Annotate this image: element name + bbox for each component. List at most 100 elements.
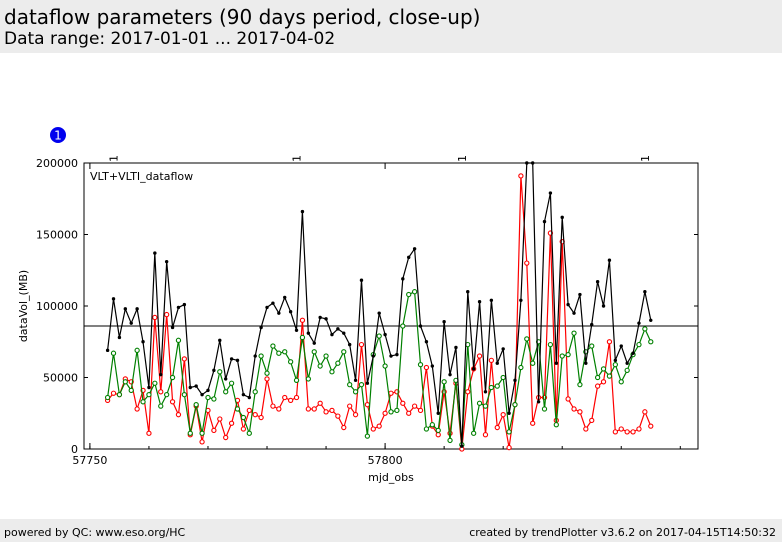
data-point <box>625 361 629 365</box>
data-point <box>553 422 559 428</box>
data-point <box>305 406 311 412</box>
data-point <box>619 344 623 348</box>
data-point <box>147 385 151 390</box>
data-point <box>311 406 317 412</box>
data-point <box>181 356 188 362</box>
x-tick-label: 57800 <box>368 454 403 467</box>
data-point <box>370 426 376 432</box>
data-point <box>406 410 412 416</box>
data-point <box>524 260 530 266</box>
data-point <box>430 364 435 368</box>
data-point <box>229 357 234 361</box>
data-point <box>170 325 175 330</box>
data-point <box>217 416 223 422</box>
data-point <box>270 343 276 349</box>
data-point <box>560 215 564 220</box>
data-point <box>411 289 418 295</box>
data-point <box>169 374 176 381</box>
data-point <box>123 307 128 311</box>
data-point <box>329 407 335 414</box>
data-point <box>104 394 111 401</box>
data-point <box>276 406 282 412</box>
data-point <box>448 372 452 377</box>
data-point <box>500 412 506 418</box>
data-point <box>601 304 606 308</box>
data-point <box>482 403 489 409</box>
data-point <box>288 310 293 314</box>
data-point <box>287 359 294 365</box>
data-point <box>507 411 511 415</box>
data-point <box>624 367 630 373</box>
data-point <box>613 358 618 363</box>
data-point <box>258 414 264 421</box>
data-point <box>323 353 329 359</box>
data-point <box>264 370 270 376</box>
data-point <box>495 361 499 365</box>
data-point <box>383 332 387 337</box>
y-axis-label: dataVol_(MB) <box>17 270 30 342</box>
data-point <box>600 366 607 372</box>
data-point <box>388 390 394 396</box>
data-point <box>612 361 618 368</box>
data-point <box>566 302 570 307</box>
data-point <box>259 325 263 330</box>
data-point <box>122 379 128 385</box>
data-point <box>129 321 133 325</box>
data-point <box>347 403 353 409</box>
data-point <box>447 437 453 444</box>
data-point <box>352 389 359 395</box>
data-point <box>235 358 240 363</box>
data-point <box>506 444 512 451</box>
data-point <box>364 433 371 439</box>
data-point <box>589 343 595 349</box>
data-point <box>577 409 583 415</box>
data-point <box>518 364 524 371</box>
data-point <box>342 331 346 335</box>
data-point <box>412 247 417 251</box>
data-point <box>630 429 636 435</box>
y-tick-label: 50000 <box>43 372 78 385</box>
data-point <box>494 383 500 389</box>
data-point <box>240 414 247 421</box>
data-point <box>282 349 288 355</box>
data-point <box>594 383 601 389</box>
data-point <box>642 409 648 415</box>
data-point <box>542 219 547 224</box>
x-tick-label: 57750 <box>72 454 107 467</box>
data-point <box>211 427 217 434</box>
data-point <box>270 403 276 409</box>
data-point <box>294 328 299 333</box>
data-point <box>169 399 176 405</box>
data-point <box>417 361 424 368</box>
data-point <box>247 395 252 400</box>
data-point <box>111 297 116 301</box>
data-point <box>406 291 412 298</box>
data-point <box>206 388 210 393</box>
data-point <box>435 427 441 434</box>
y-tick-label: 150000 <box>36 229 78 242</box>
data-point <box>330 332 334 337</box>
data-point <box>483 390 488 394</box>
data-point <box>283 295 287 300</box>
data-point <box>423 364 430 371</box>
data-point <box>324 317 328 321</box>
data-point <box>365 381 370 385</box>
data-point <box>518 173 524 179</box>
data-point <box>253 354 257 358</box>
data-point <box>476 400 483 406</box>
badge-label: 1 <box>54 129 62 143</box>
data-point <box>211 396 217 402</box>
plot-number-badge: 1 <box>50 127 66 143</box>
data-point <box>317 400 323 406</box>
data-point <box>589 417 595 424</box>
data-point <box>371 354 375 358</box>
data-point <box>636 426 642 432</box>
data-point <box>525 161 529 165</box>
data-point <box>181 392 188 398</box>
data-point <box>246 407 252 414</box>
data-point <box>223 389 229 395</box>
data-point <box>382 363 388 369</box>
data-point <box>577 381 583 388</box>
data-point <box>648 339 654 345</box>
data-point <box>565 351 571 358</box>
